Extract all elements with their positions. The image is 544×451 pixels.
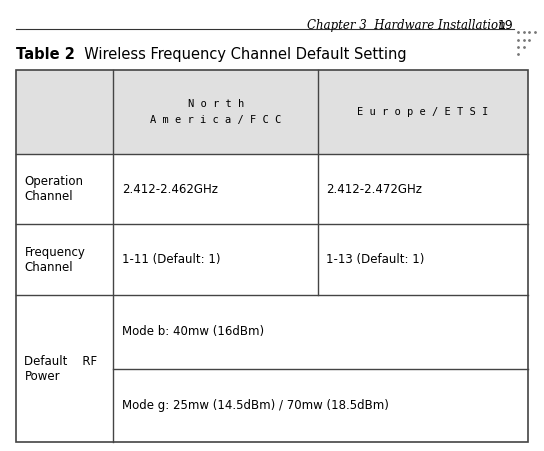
Text: Mode g: 25mw (14.5dBm) / 70mw (18.5dBm): Mode g: 25mw (14.5dBm) / 70mw (18.5dBm) [122, 399, 388, 412]
Text: N o r t h
A m e r i c a / F C C: N o r t h A m e r i c a / F C C [150, 99, 281, 125]
Text: 2.412-2.462GHz: 2.412-2.462GHz [122, 183, 218, 196]
Text: Table 2: Table 2 [16, 47, 75, 62]
Text: 19: 19 [498, 19, 514, 32]
Text: Frequency
Channel: Frequency Channel [24, 246, 85, 274]
Text: 2.412-2.472GHz: 2.412-2.472GHz [326, 183, 422, 196]
Text: Wireless Frequency Channel Default Setting: Wireless Frequency Channel Default Setti… [75, 47, 407, 62]
Text: Chapter 3  Hardware Installation: Chapter 3 Hardware Installation [307, 19, 506, 32]
Text: Mode b: 40mw (16dBm): Mode b: 40mw (16dBm) [122, 326, 264, 338]
Text: Default    RF
Power: Default RF Power [24, 354, 97, 382]
Text: Operation
Channel: Operation Channel [24, 175, 83, 203]
Text: 1-13 (Default: 1): 1-13 (Default: 1) [326, 253, 424, 267]
Text: E u r o p e / E T S I: E u r o p e / E T S I [357, 107, 489, 117]
Text: 1-11 (Default: 1): 1-11 (Default: 1) [122, 253, 220, 267]
